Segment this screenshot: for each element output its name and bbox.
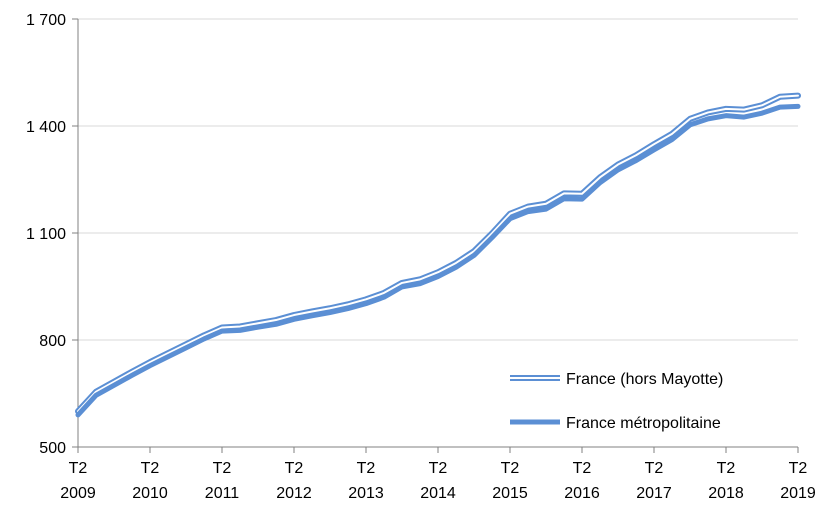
x-tick-label-quarter: T2 [501,460,520,477]
legend: France (hors Mayotte) France métropolitai… [510,371,723,432]
axes: 500 800 1 100 1 400 1 700 T2 2009 T2 2010 T2 2011 T… [26,12,816,502]
x-tick-label-year: 2010 [132,485,168,501]
y-tick-label: 1 700 [26,12,66,29]
x-tick-label-quarter: T2 [357,460,376,477]
x-tick-label-year: 2012 [276,485,312,501]
x-tick-label-year: 2014 [420,485,456,501]
x-tick-label-quarter: T2 [69,460,88,477]
x-tick-label-year: 2011 [205,485,240,501]
gridlines [78,18,798,341]
x-tick-label-quarter: T2 [573,460,592,477]
x-tick-label-quarter: T2 [789,460,808,477]
x-tick-label-quarter: T2 [717,460,736,477]
series-france-hors-mayotte [75,92,801,415]
series-lines [75,92,801,418]
x-tick-label-quarter: T2 [645,460,664,477]
x-tick-label-year: 2018 [708,485,744,501]
y-tick-label: 1 400 [26,119,66,136]
series-line [75,103,801,418]
series-line-inner [77,94,799,413]
legend-label: France métropolitaine [566,415,721,432]
legend-item: France métropolitaine [510,415,721,432]
x-tick-label-year: 2016 [564,485,600,501]
series-line-outer [75,92,801,415]
y-tick-label: 1 100 [26,226,66,243]
y-tick-label: 500 [39,440,66,457]
x-tick-label-year: 2013 [348,485,384,501]
x-tick-label-quarter: T2 [285,460,304,477]
legend-item: France (hors Mayotte) [510,371,723,388]
x-tick-label-quarter: T2 [213,460,232,477]
x-tick-label-quarter: T2 [429,460,448,477]
x-tick-label-year: 2015 [492,485,528,501]
y-tick-label: 800 [39,333,66,350]
series-france-metropolitaine [75,103,801,418]
x-tick-label-year: 2017 [636,485,672,501]
x-tick-label-year: 2009 [60,485,96,501]
x-tick-label-year: 2019 [780,485,816,501]
legend-label: France (hors Mayotte) [566,371,723,388]
x-tick-label-quarter: T2 [141,460,160,477]
